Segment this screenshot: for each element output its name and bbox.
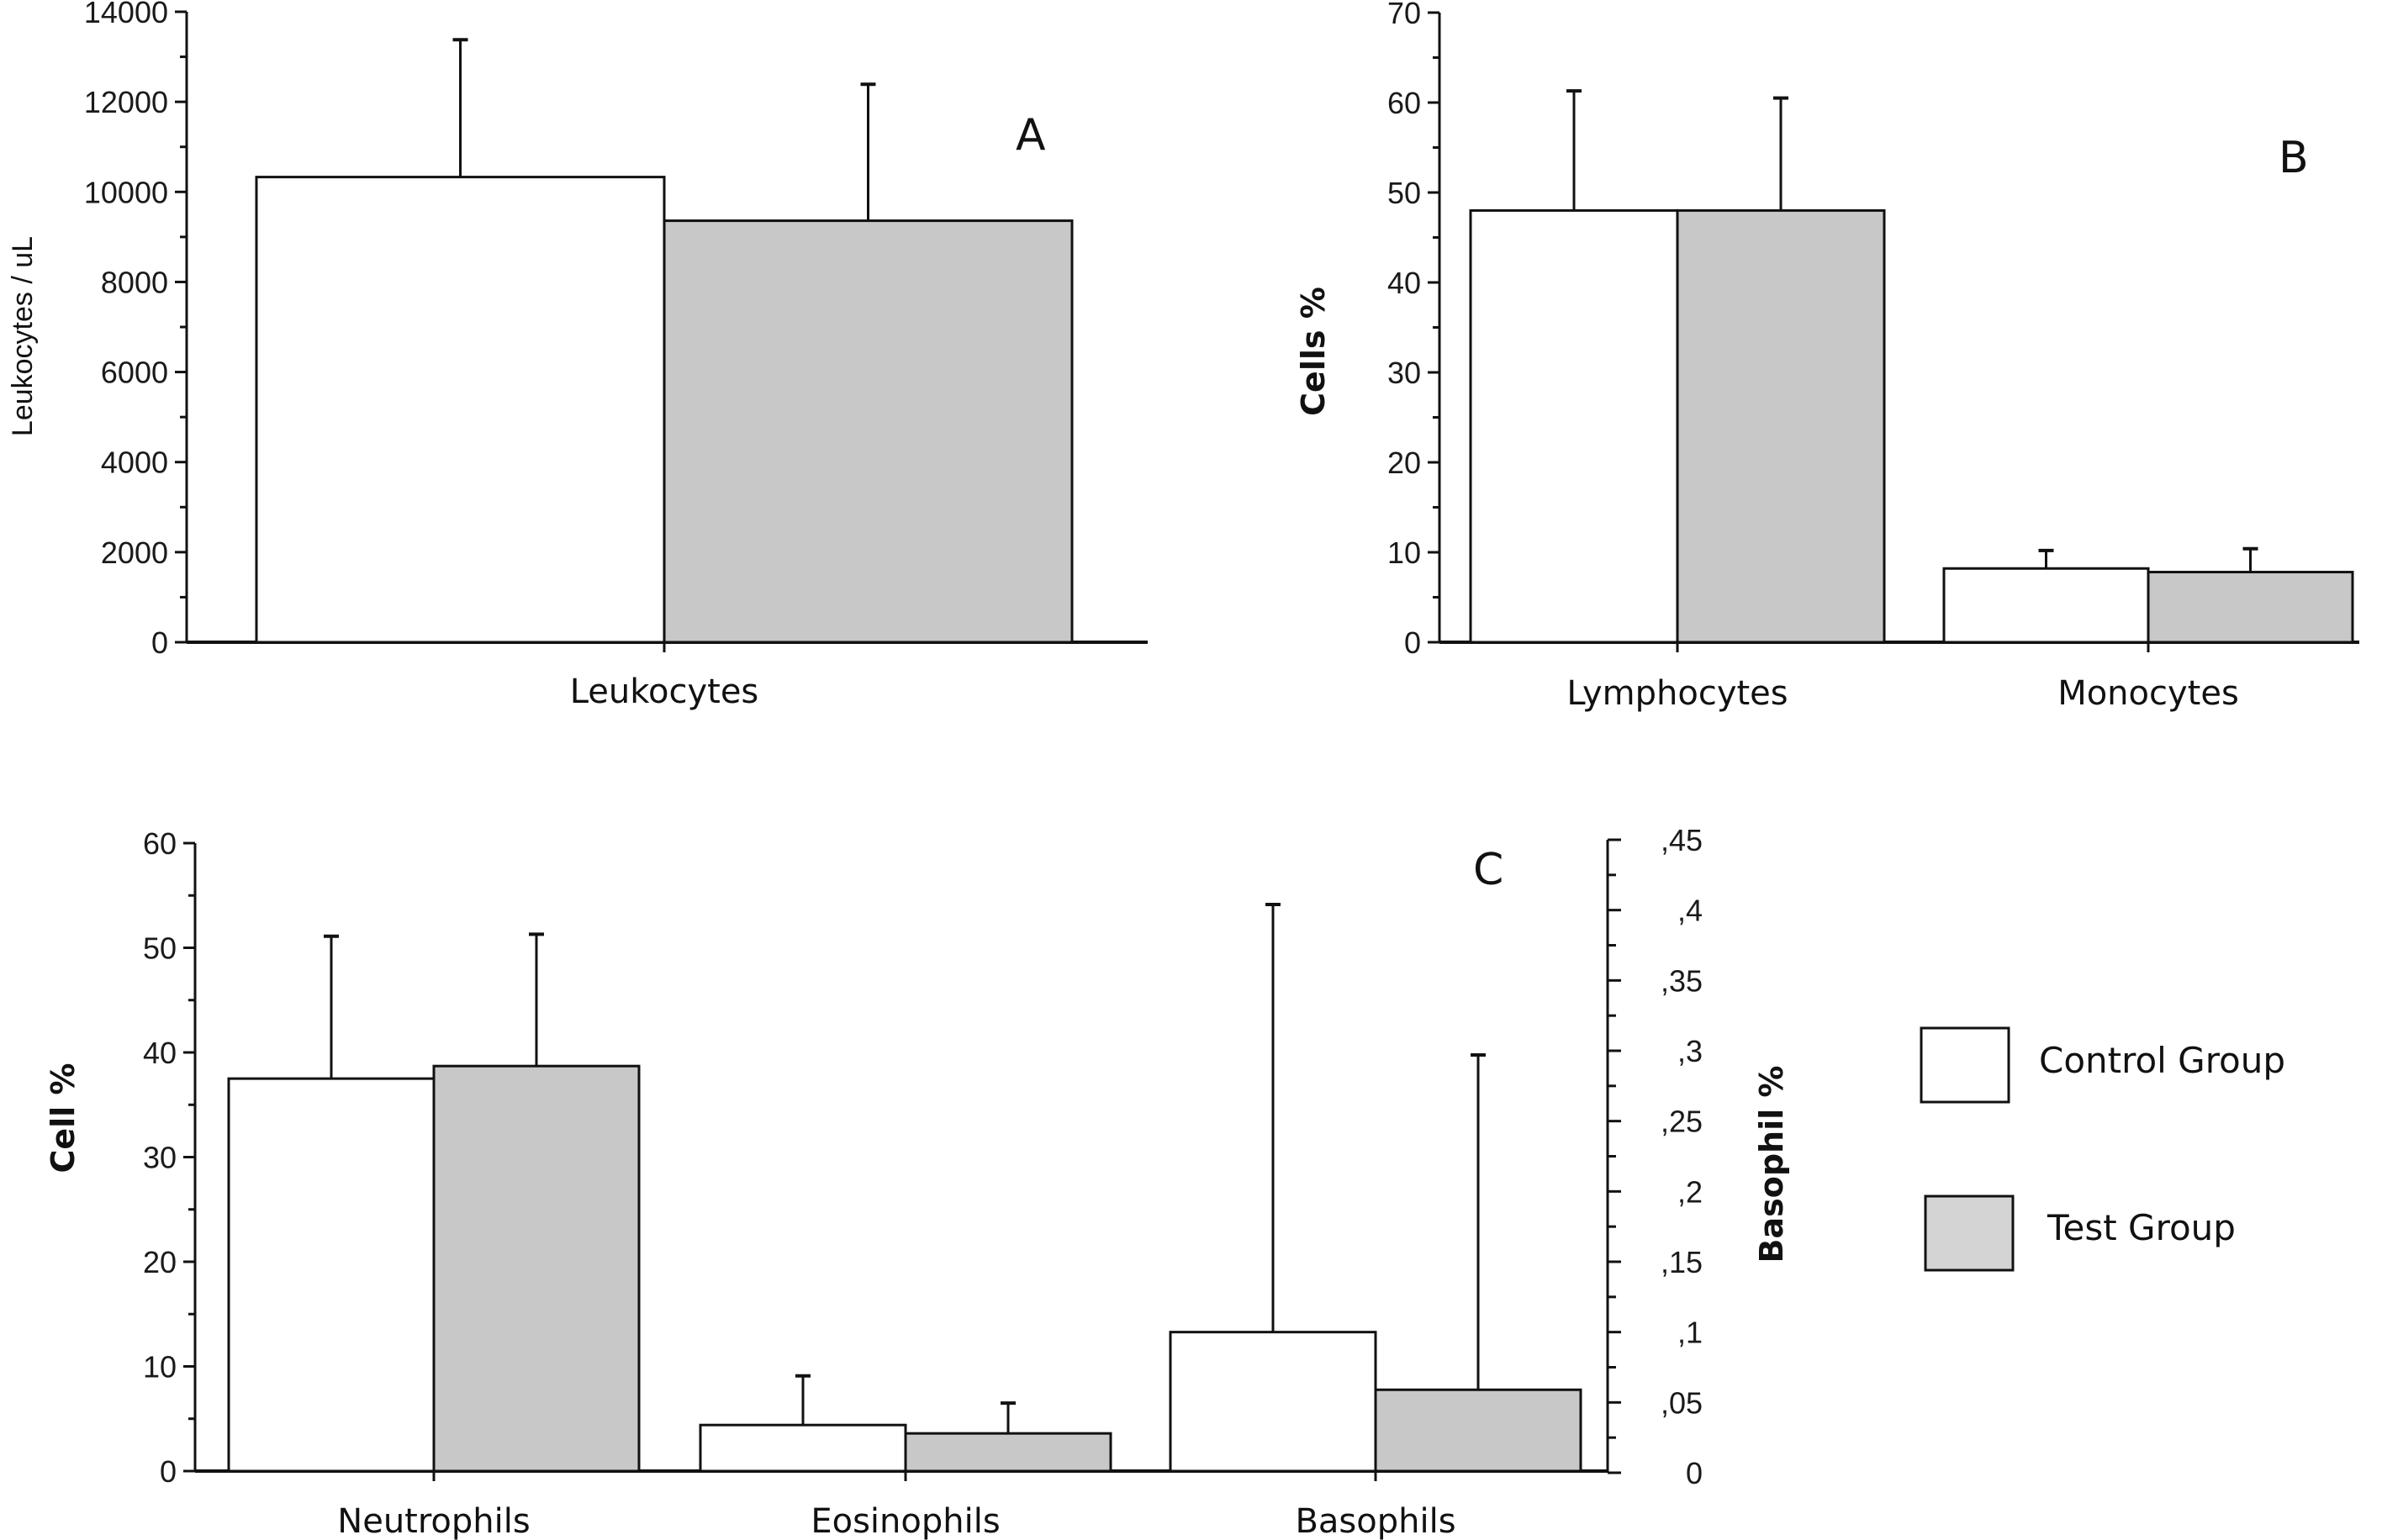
- panel-b-lymphocytes-monocytes: 0 10 20 30 40 50 60 70 Cells % B Lymphocytes Monocy…: [1295, 0, 2359, 713]
- bar-control: [227, 1077, 436, 1473]
- y2-tick-label: ,1: [1677, 1316, 1703, 1350]
- bar-test: [1374, 1388, 1582, 1473]
- y-tick-label: 60: [143, 826, 177, 861]
- y2-tick-label: ,45: [1661, 823, 1703, 857]
- y-axis-title: Cells %: [1295, 287, 1332, 416]
- y-tick-label: 0: [151, 625, 168, 660]
- y-tick-label: 14000: [84, 0, 168, 29]
- legend: Control Group Test Group: [1920, 1026, 2285, 1272]
- legend-swatch-test: [1924, 1195, 2015, 1272]
- y2-tick-label: ,25: [1661, 1105, 1703, 1139]
- y-tick-label: 50: [1387, 176, 1421, 210]
- y-tick-label: 12000: [84, 85, 168, 119]
- legend-label-control: Control Group: [2039, 1040, 2285, 1081]
- legend-label-test: Test Group: [2047, 1207, 2236, 1248]
- bar-test: [904, 1432, 1112, 1473]
- y-tick-label: 4000: [101, 446, 168, 480]
- x-tick-label: Lymphocytes: [1566, 674, 1788, 713]
- y-tick-label: 60: [1387, 86, 1421, 120]
- panel-letter: A: [1016, 110, 1046, 161]
- y2-tick-label: 0: [1686, 1456, 1703, 1490]
- x-tick-label: Basophils: [1295, 1502, 1455, 1540]
- y-tick-label: 20: [143, 1245, 177, 1279]
- y-tick-label: 40: [143, 1036, 177, 1070]
- bar-control: [1169, 1331, 1377, 1473]
- y-axis-title: Cell %: [45, 1063, 82, 1173]
- panel-letter: B: [2279, 133, 2309, 183]
- y2-tick-label: ,05: [1661, 1385, 1703, 1420]
- legend-item-test: Test Group: [1924, 1195, 2236, 1272]
- bar-group-lymphocytes: Lymphocytes: [1469, 89, 1886, 713]
- y2-tick-label: ,15: [1661, 1245, 1703, 1279]
- y2-tick-label: ,3: [1677, 1034, 1703, 1068]
- bar-group-eosinophils: Eosinophils: [699, 1374, 1112, 1540]
- y2-tick-label: ,35: [1661, 963, 1703, 998]
- bar-group-leukocytes: Leukocytes: [255, 38, 1074, 711]
- panel-a-leukocytes: 0 2000 4000 6000 8000 10000 12000 14000 Leukocyt…: [7, 0, 1148, 711]
- y-tick-label: 2000: [101, 535, 168, 570]
- y-tick-label: 6000: [101, 356, 168, 390]
- y2-axis-title: Basophil %: [1753, 1066, 1790, 1263]
- y-tick-label: 20: [1387, 446, 1421, 480]
- bar-group-basophils: Basophils: [1169, 902, 1582, 1540]
- y-tick-label: 10: [143, 1350, 177, 1384]
- y-tick-label: 10000: [84, 175, 168, 209]
- bar-test: [1676, 208, 1886, 644]
- bar-control: [1469, 208, 1679, 644]
- x-tick-label: Eosinophils: [811, 1502, 1000, 1540]
- bar-group-monocytes: Monocytes: [1942, 546, 2354, 713]
- y-tick-label: 30: [1387, 356, 1421, 390]
- y-tick-label: 40: [1387, 266, 1421, 300]
- x-tick-label: Neutrophils: [337, 1502, 530, 1540]
- x-tick-label: Leukocytes: [570, 672, 759, 711]
- y-axis-title: Leukocytes / uL: [7, 236, 39, 436]
- bar-control: [255, 176, 666, 644]
- bar-test: [432, 1064, 641, 1473]
- y-tick-label: 0: [160, 1454, 177, 1489]
- y-tick-label: 0: [1404, 625, 1421, 660]
- y2-tick-label: ,4: [1677, 894, 1703, 928]
- y-tick-label: 10: [1387, 535, 1421, 570]
- bar-test: [2147, 571, 2354, 644]
- bar-test: [663, 219, 1074, 644]
- y2-tick-label: ,2: [1677, 1174, 1703, 1209]
- bar-control: [699, 1423, 907, 1473]
- y-tick-label: 70: [1387, 0, 1421, 30]
- panel-c-granulocytes: 0 10 20 30 40 50 60 Cell % C 0 ,05 ,1 ,15 ,2 ,25 ,3 ,35,…: [45, 823, 1790, 1540]
- y-tick-label: 50: [143, 931, 177, 966]
- x-tick-label: Monocytes: [2057, 674, 2239, 713]
- y-tick-label: 8000: [101, 265, 168, 299]
- legend-item-control: Control Group: [1920, 1026, 2285, 1104]
- bar-group-neutrophils: Neutrophils: [227, 932, 641, 1540]
- legend-swatch-control: [1920, 1026, 2010, 1104]
- y-tick-label: 30: [143, 1141, 177, 1175]
- bar-control: [1942, 567, 2150, 644]
- panel-letter: C: [1473, 845, 1503, 895]
